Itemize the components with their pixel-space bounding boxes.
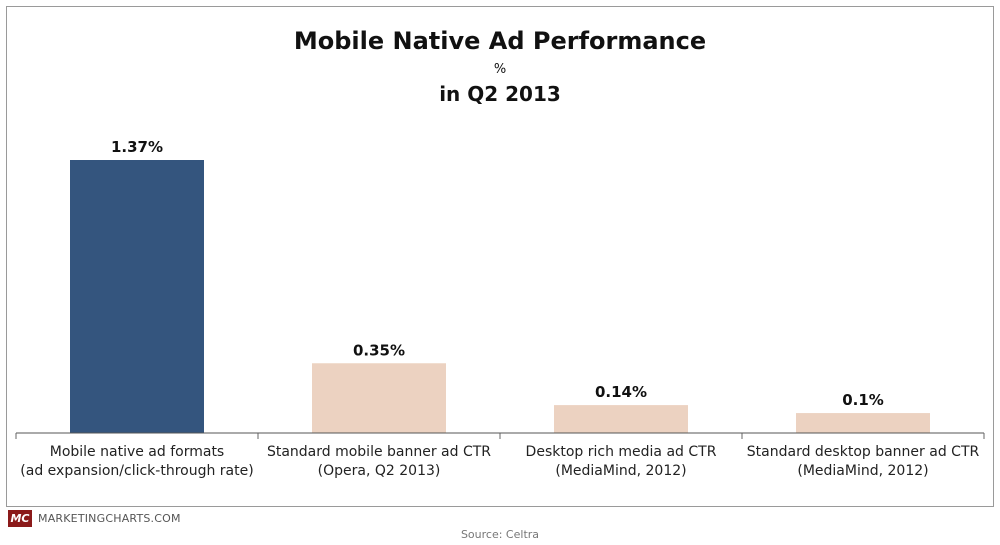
value-label-3: 0.14%: [595, 383, 647, 401]
bar-2: [312, 363, 446, 433]
value-label-1: 1.37%: [111, 138, 163, 156]
chart-title: Mobile Native Ad Performance: [293, 27, 707, 55]
bar-1: [70, 160, 204, 433]
footer-site-name: MARKETINGCHARTS.COM: [38, 512, 181, 525]
category-label-4-line-1: Standard desktop banner ad CTR: [747, 444, 980, 460]
category-label-2-line-1: Standard mobile banner ad CTR: [267, 444, 491, 460]
value-label-2: 0.35%: [353, 341, 405, 359]
category-label-1-line-2: (ad expansion/click-through rate): [20, 463, 253, 479]
footer-source: Source: Celtra: [460, 528, 540, 541]
marketingcharts-logo: MC: [8, 510, 32, 527]
category-label-4-line-2: (MediaMind, 2012): [797, 463, 928, 479]
category-label-2-line-2: (Opera, Q2 2013): [318, 463, 441, 479]
chart-unit: %: [493, 62, 507, 77]
value-label-4: 0.1%: [842, 391, 884, 409]
bar-4: [796, 413, 930, 433]
bar-3: [554, 405, 688, 433]
category-label-1-line-1: Mobile native ad formats: [50, 444, 224, 460]
chart-subtitle: in Q2 2013: [439, 82, 561, 106]
category-label-3-line-2: (MediaMind, 2012): [555, 463, 686, 479]
category-label-3-line-1: Desktop rich media ad CTR: [526, 444, 717, 460]
